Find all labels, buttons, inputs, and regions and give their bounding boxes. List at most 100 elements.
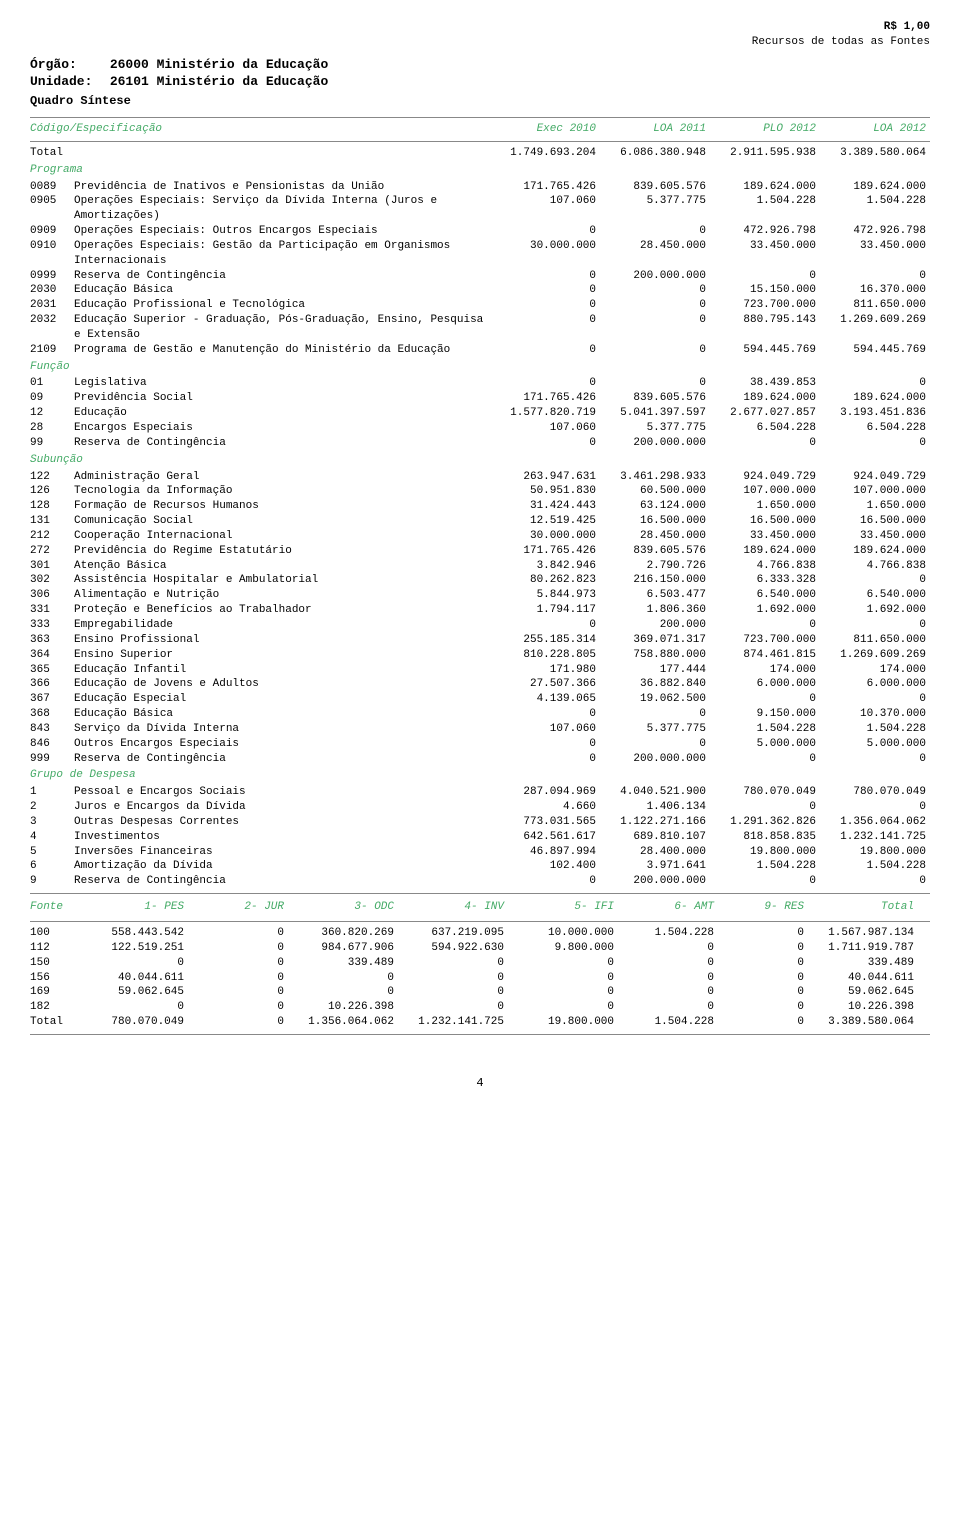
fonte-cell: 0 (400, 971, 510, 986)
row-code: 12 (30, 406, 74, 421)
fonte-cell: 0 (620, 971, 720, 986)
row-c1: 0 (490, 874, 600, 889)
fonte-cell: 1.567.987.134 (810, 926, 920, 941)
row-c2: 5.041.397.597 (600, 406, 710, 421)
fonte-row: 1820010.226.398000010.226.398 (30, 1000, 930, 1015)
fonte-h4: 4- INV (400, 900, 510, 915)
row-c1: 287.094.969 (490, 785, 600, 800)
row-desc: Programa de Gestão e Manutenção do Minis… (74, 343, 490, 358)
row-c4: 16.370.000 (820, 283, 930, 298)
rule-top (30, 117, 930, 118)
row-c3: 0 (710, 692, 820, 707)
row-desc: Pessoal e Encargos Sociais (74, 785, 490, 800)
fonte-row: 16959.062.64500000059.062.645 (30, 985, 930, 1000)
fonte-total-5: 19.800.000 (510, 1015, 620, 1030)
row-c2: 0 (600, 283, 710, 298)
fonte-total-3: 1.356.064.062 (290, 1015, 400, 1030)
row-code: 363 (30, 633, 74, 648)
row-code: 09 (30, 391, 74, 406)
row-code: 368 (30, 707, 74, 722)
row-c4: 1.504.228 (820, 722, 930, 737)
row-c3: 0 (710, 800, 820, 815)
row-c2: 28.400.000 (600, 845, 710, 860)
rule-fonte-mid (30, 921, 930, 922)
row-c1: 0 (490, 313, 600, 328)
table-row: 272Previdência do Regime Estatutário171.… (30, 544, 930, 559)
row-c2: 369.071.317 (600, 633, 710, 648)
row-c2: 36.882.840 (600, 677, 710, 692)
row-c1: 12.519.425 (490, 514, 600, 529)
row-c2: 689.810.107 (600, 830, 710, 845)
fonte-cell: 1.504.228 (620, 926, 720, 941)
table-row: 843Serviço da Dívida Interna107.0605.377… (30, 722, 930, 737)
row-c1: 50.951.830 (490, 484, 600, 499)
table-row: 333Empregabilidade0200.00000 (30, 618, 930, 633)
row-c1: 31.424.443 (490, 499, 600, 514)
fonte-h8: Total (810, 900, 920, 915)
quadro-title: Quadro Síntese (30, 93, 930, 109)
row-c4: 811.650.000 (820, 633, 930, 648)
row-c3: 0 (710, 752, 820, 767)
row-c1: 107.060 (490, 722, 600, 737)
row-c4: 0 (820, 573, 930, 588)
row-desc: Previdência de Inativos e Pensionistas d… (74, 180, 490, 195)
fonte-note: Recursos de todas as Fontes (30, 35, 930, 50)
row-c2: 200.000.000 (600, 752, 710, 767)
row-desc: Previdência do Regime Estatutário (74, 544, 490, 559)
table-row: 9Reserva de Contingência0200.000.00000 (30, 874, 930, 889)
fonte-cell: 0 (620, 941, 720, 956)
fonte-code: 112 (30, 941, 90, 956)
row-c2: 0 (600, 707, 710, 722)
row-code: 333 (30, 618, 74, 633)
row-code: 0910 (30, 239, 74, 254)
row-desc: Ensino Superior (74, 648, 490, 663)
fonte-cell: 0 (720, 1000, 810, 1015)
row-c1: 4.660 (490, 800, 600, 815)
row-desc: Proteção e Benefícios ao Trabalhador (74, 603, 490, 618)
row-c3: 818.858.835 (710, 830, 820, 845)
col-loa2012: LOA 2012 (820, 122, 930, 137)
row-desc: Reserva de Contingência (74, 269, 490, 284)
row-c1: 27.507.366 (490, 677, 600, 692)
row-c4: 594.445.769 (820, 343, 930, 358)
orgao-value: 26000 Ministério da Educação (110, 57, 328, 72)
row-code: 364 (30, 648, 74, 663)
row-c3: 1.650.000 (710, 499, 820, 514)
row-code: 01 (30, 376, 74, 391)
row-c1: 107.060 (490, 194, 600, 209)
row-c2: 1.406.134 (600, 800, 710, 815)
row-c4: 6.000.000 (820, 677, 930, 692)
total-c3: 2.911.595.938 (710, 146, 820, 161)
row-c3: 38.439.853 (710, 376, 820, 391)
fonte-header: Fonte 1- PES 2- JUR 3- ODC 4- INV 5- IFI… (30, 898, 930, 917)
header-block: Órgão: 26000 Ministério da Educação Unid… (30, 56, 930, 109)
row-c4: 6.540.000 (820, 588, 930, 603)
fonte-total-8: 3.389.580.064 (810, 1015, 920, 1030)
fonte-cell: 0 (90, 956, 190, 971)
fonte-cell: 0 (190, 1000, 290, 1015)
page-number: 4 (30, 1075, 930, 1091)
fonte-row: 100558.443.5420360.820.269637.219.09510.… (30, 926, 930, 941)
section-title-programa: Programa (30, 161, 930, 180)
row-c4: 780.070.049 (820, 785, 930, 800)
row-c2: 2.790.726 (600, 559, 710, 574)
row-code: 1 (30, 785, 74, 800)
row-c4: 10.370.000 (820, 707, 930, 722)
table-row: 2031Educação Profissional e Tecnológica0… (30, 298, 930, 313)
row-c3: 6.540.000 (710, 588, 820, 603)
fonte-cell: 558.443.542 (90, 926, 190, 941)
table-row: 3Outras Despesas Correntes773.031.5651.1… (30, 815, 930, 830)
row-desc: Amortização da Dívida (74, 859, 490, 874)
section-title-funcao: Função (30, 358, 930, 377)
table-row: 6Amortização da Dívida102.4003.971.6411.… (30, 859, 930, 874)
table-row: 368Educação Básica009.150.00010.370.000 (30, 707, 930, 722)
row-code: 0999 (30, 269, 74, 284)
row-desc: Alimentação e Nutrição (74, 588, 490, 603)
row-c2: 839.605.576 (600, 544, 710, 559)
fonte-cell: 122.519.251 (90, 941, 190, 956)
row-c4: 1.650.000 (820, 499, 930, 514)
row-c4: 0 (820, 752, 930, 767)
table-row: 367Educação Especial4.139.06519.062.5000… (30, 692, 930, 707)
row-c3: 1.504.228 (710, 722, 820, 737)
row-c1: 773.031.565 (490, 815, 600, 830)
